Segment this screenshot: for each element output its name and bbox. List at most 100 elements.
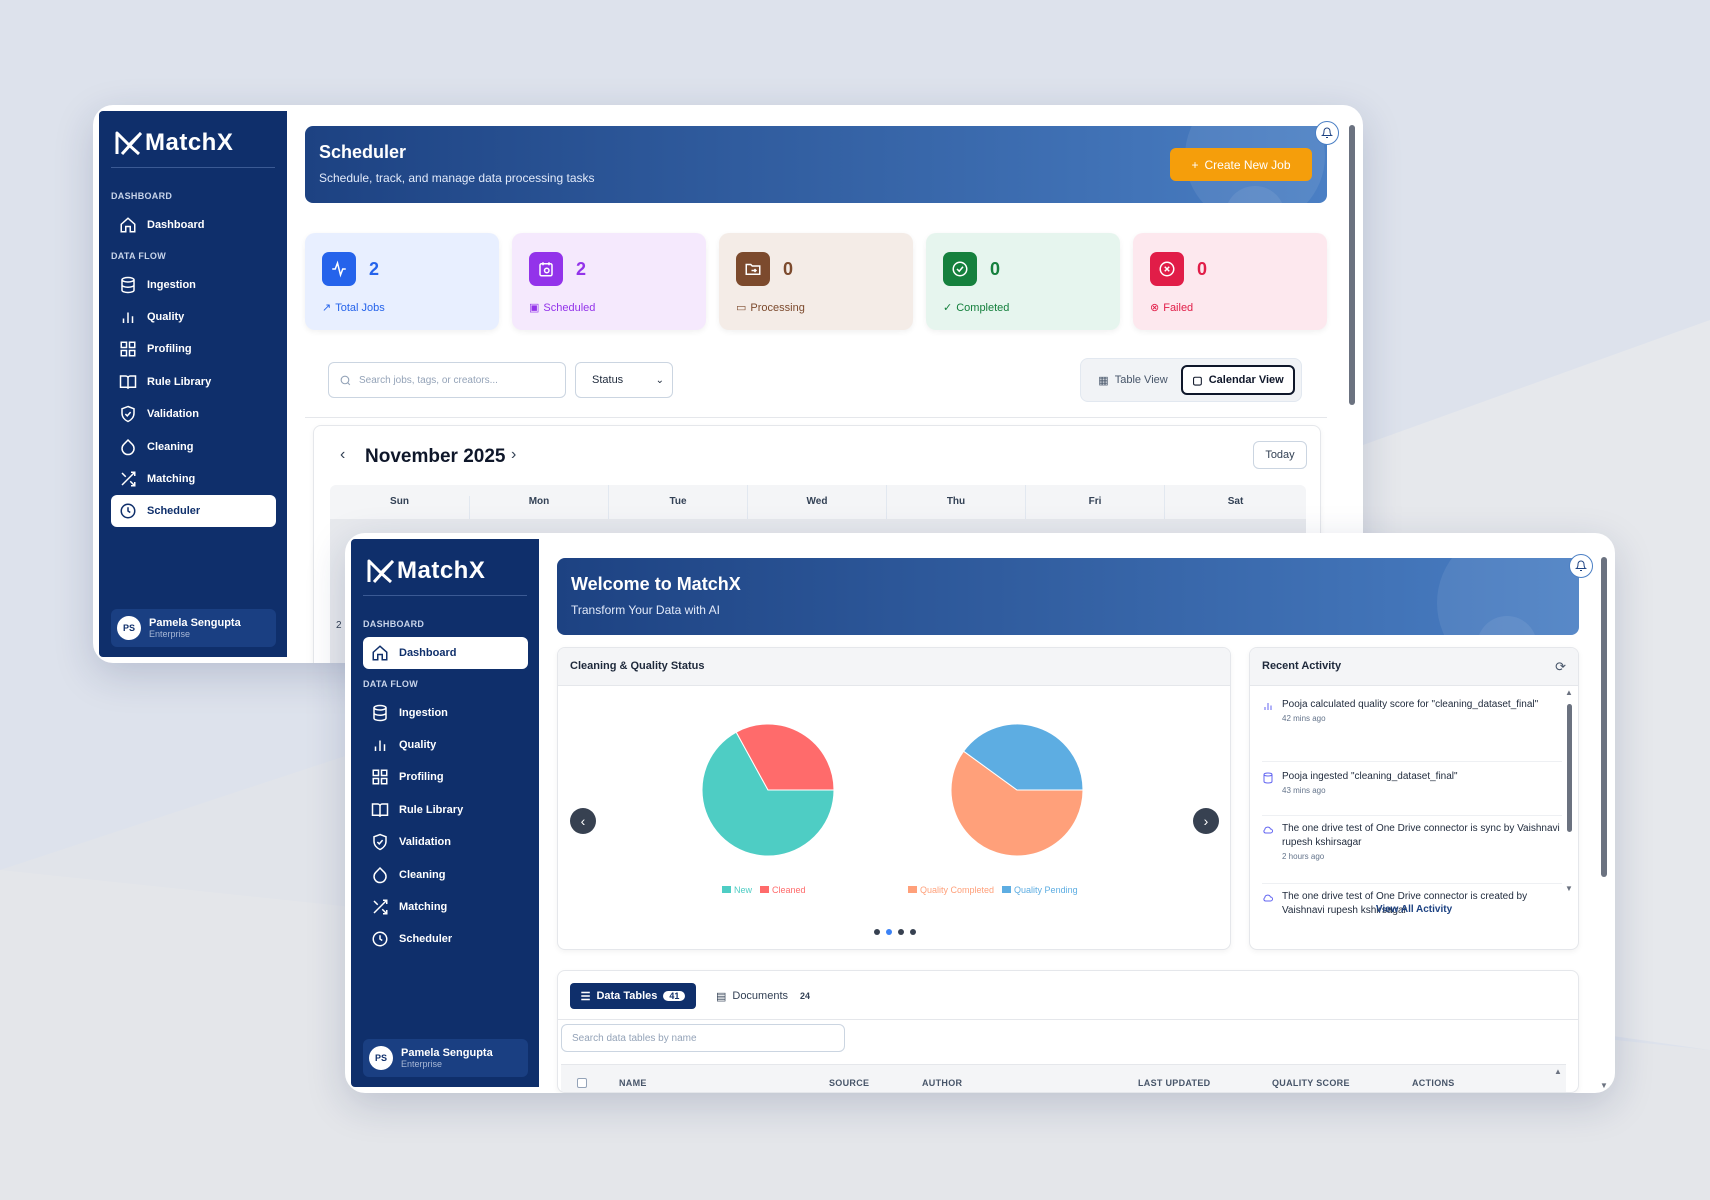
sidebar-item-profiling[interactable]: Profiling xyxy=(363,761,528,793)
sidebar-item-ingestion[interactable]: Ingestion xyxy=(363,697,528,729)
sidebar-item-profiling[interactable]: Profiling xyxy=(111,333,276,365)
home-icon xyxy=(372,645,388,661)
x-circle-icon xyxy=(1159,261,1175,277)
sidebar-item-validation[interactable]: Validation xyxy=(363,826,528,858)
carousel-dot-active[interactable] xyxy=(886,929,892,935)
scrollbar[interactable] xyxy=(1349,125,1355,405)
activity-text: Pooja calculated quality score for "clea… xyxy=(1282,699,1539,710)
tab-data-tables[interactable]: ☰ Data Tables 41 xyxy=(570,983,696,1009)
stat-card-processing[interactable]: 0 ▭ Processing xyxy=(719,233,913,330)
next-month-button[interactable]: › xyxy=(511,446,517,463)
activity-scrollbar[interactable] xyxy=(1567,704,1572,832)
day-header-fri: Fri xyxy=(1025,485,1164,519)
calendar-view-button[interactable]: ▢ Calendar View xyxy=(1181,365,1295,395)
column-header-quality-score[interactable]: QUALITY SCORE xyxy=(1272,1078,1350,1088)
select-all-checkbox[interactable] xyxy=(577,1078,587,1088)
grid-icon xyxy=(372,769,388,785)
book-icon xyxy=(371,803,389,817)
sidebar-item-scheduler[interactable]: Scheduler xyxy=(111,495,276,527)
sidebar-item-cleaning[interactable]: Cleaning xyxy=(363,859,528,891)
clock-icon xyxy=(120,503,136,519)
sidebar-item-quality[interactable]: Quality xyxy=(363,729,528,761)
stat-label: Scheduled xyxy=(543,301,596,314)
column-header-name[interactable]: NAME xyxy=(619,1078,647,1088)
pie-chart-new-cleaned xyxy=(701,723,835,857)
carousel-dot[interactable] xyxy=(898,929,904,935)
sidebar-item-dashboard[interactable]: Dashboard xyxy=(111,209,276,241)
page-subtitle: Schedule, track, and manage data process… xyxy=(319,171,595,185)
calendar-day-cell[interactable]: 2 xyxy=(336,620,342,631)
section-label-dashboard: DASHBOARD xyxy=(363,619,425,629)
sidebar-item-scheduler[interactable]: Scheduler xyxy=(363,923,528,955)
table-scroll-up-arrow[interactable]: ▲ xyxy=(1554,1067,1562,1076)
activity-item[interactable]: The one drive test of One Drive connecto… xyxy=(1262,890,1562,924)
stat-icon-bg xyxy=(943,252,977,286)
search-jobs-input[interactable]: Search jobs, tags, or creators... xyxy=(328,362,566,398)
activity-item[interactable]: Pooja calculated quality score for "clea… xyxy=(1262,698,1562,762)
tab-count-badge: 24 xyxy=(800,991,811,1001)
button-label: Calendar View xyxy=(1208,374,1284,386)
refresh-icon[interactable]: ⟳ xyxy=(1555,659,1566,674)
sidebar-item-dashboard[interactable]: Dashboard xyxy=(363,637,528,669)
stat-icon-bg xyxy=(322,252,356,286)
carousel-dot[interactable] xyxy=(874,929,880,935)
scroll-up-arrow[interactable]: ▲ xyxy=(1565,688,1573,697)
sidebar-item-cleaning[interactable]: Cleaning xyxy=(111,431,276,463)
activity-item[interactable]: The one drive test of One Drive connecto… xyxy=(1262,822,1562,884)
scroll-down-arrow[interactable]: ▼ xyxy=(1600,1081,1608,1090)
status-select[interactable]: Status ⌄ xyxy=(575,362,673,398)
column-header-source[interactable]: SOURCE xyxy=(829,1078,870,1088)
user-profile[interactable]: PS Pamela Sengupta Enterprise xyxy=(363,1039,528,1077)
pie-slice-quality-completed[interactable] xyxy=(950,750,1084,857)
carousel-dot[interactable] xyxy=(910,929,916,935)
tab-documents[interactable]: ▤ Documents 24 xyxy=(708,983,818,1009)
sidebar-item-matching[interactable]: Matching xyxy=(111,463,276,495)
search-tables-input[interactable]: Search data tables by name xyxy=(561,1024,845,1052)
stat-card-total-jobs[interactable]: 2 ↗ Total Jobs xyxy=(305,233,499,330)
matchx-logo-icon xyxy=(367,559,395,584)
sidebar-item-validation[interactable]: Validation xyxy=(111,398,276,430)
sidebar: MatchX DASHBOARD Dashboard DATA FLOW Ing… xyxy=(99,111,287,657)
stat-value: 0 xyxy=(783,259,794,279)
bell-icon xyxy=(1575,560,1587,571)
legend-item: New xyxy=(722,885,752,895)
sidebar-item-quality[interactable]: Quality xyxy=(111,301,276,333)
pie-slice-cleaned[interactable] xyxy=(735,723,835,791)
sidebar-item-label: Matching xyxy=(399,901,448,913)
section-label-dataflow: DATA FLOW xyxy=(111,251,167,261)
activity-item[interactable]: Pooja ingested "cleaning_dataset_final" … xyxy=(1262,770,1562,816)
user-profile[interactable]: PS Pamela Sengupta Enterprise xyxy=(111,609,276,647)
create-new-job-button[interactable]: + Create New Job xyxy=(1170,148,1312,181)
carousel-next-button[interactable]: › xyxy=(1193,808,1219,834)
notification-button[interactable] xyxy=(1569,554,1593,578)
folder-small-icon: ▭ xyxy=(736,302,747,314)
calendar-header-row: Sun Mon Tue Wed Thu Fri Sat xyxy=(330,485,1306,520)
stat-card-scheduled[interactable]: 2 ▣ Scheduled xyxy=(512,233,706,330)
pie-slice-new[interactable] xyxy=(701,731,835,857)
sidebar-item-rule-library[interactable]: Rule Library xyxy=(363,794,528,826)
sidebar-item-matching[interactable]: Matching xyxy=(363,891,528,923)
column-header-last-updated[interactable]: LAST UPDATED xyxy=(1138,1078,1211,1088)
scrollbar[interactable] xyxy=(1601,557,1607,877)
shuffle-icon xyxy=(121,471,136,487)
scroll-down-arrow[interactable]: ▼ xyxy=(1565,884,1573,893)
notification-button[interactable] xyxy=(1315,121,1339,145)
prev-month-button[interactable]: ‹ xyxy=(340,446,346,463)
stat-card-failed[interactable]: 0 ⊗ Failed xyxy=(1133,233,1327,330)
recent-activity-card: Recent Activity ⟳ Pooja calculated quali… xyxy=(1249,647,1579,950)
sidebar-item-rule-library[interactable]: Rule Library xyxy=(111,366,276,398)
matchx-logo-icon xyxy=(115,131,143,156)
today-button[interactable]: Today xyxy=(1253,441,1307,469)
sidebar-item-ingestion[interactable]: Ingestion xyxy=(111,269,276,301)
carousel-prev-button[interactable]: ‹ xyxy=(570,808,596,834)
column-header-actions[interactable]: ACTIONS xyxy=(1412,1078,1455,1088)
bell-icon xyxy=(1321,127,1333,138)
user-plan: Enterprise xyxy=(149,628,191,639)
brand-name: MatchX xyxy=(397,557,486,584)
table-view-button[interactable]: ▦ Table View xyxy=(1088,366,1178,394)
stat-card-completed[interactable]: 0 ✓ Completed xyxy=(926,233,1120,330)
pie-slice-quality-pending[interactable] xyxy=(962,723,1084,791)
column-header-author[interactable]: AUTHOR xyxy=(922,1078,963,1088)
view-all-activity-link[interactable]: View All Activity xyxy=(1375,904,1453,915)
stat-icon-bg xyxy=(1150,252,1184,286)
